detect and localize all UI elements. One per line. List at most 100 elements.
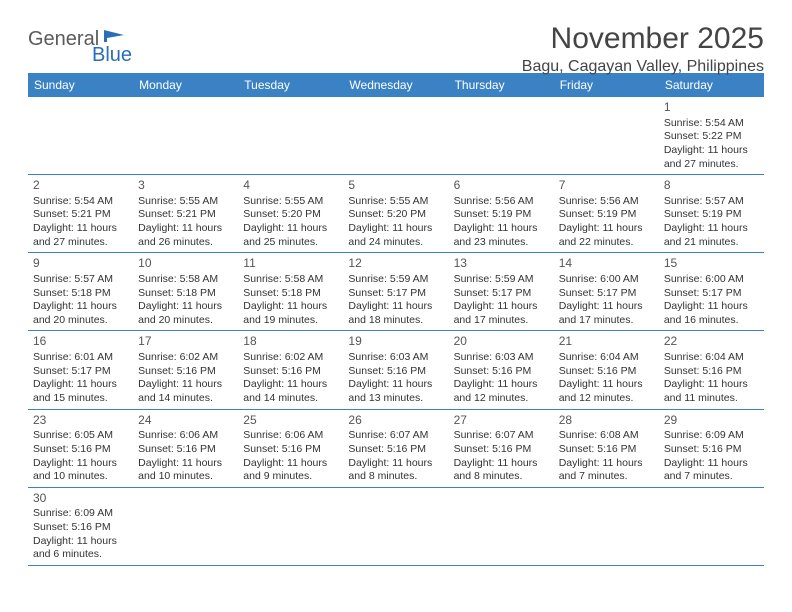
cell-text: Daylight: 11 hours [243,222,338,236]
day-number: 12 [348,256,443,272]
calendar-body: 1Sunrise: 5:54 AMSunset: 5:22 PMDaylight… [28,97,764,565]
calendar-cell: 23Sunrise: 6:05 AMSunset: 5:16 PMDayligh… [28,409,133,487]
cell-text: Sunset: 5:16 PM [243,365,338,379]
weekday-fri: Friday [554,73,659,97]
cell-text: Sunset: 5:17 PM [33,365,128,379]
calendar-cell: 20Sunrise: 6:03 AMSunset: 5:16 PMDayligh… [449,331,554,409]
cell-text: Sunrise: 5:58 AM [138,273,233,287]
calendar-cell [554,97,659,175]
day-number: 11 [243,256,338,272]
cell-text: and 20 minutes. [138,314,233,328]
cell-text: and 23 minutes. [454,236,549,250]
day-number: 16 [33,334,128,350]
cell-text: Sunset: 5:21 PM [33,208,128,222]
weekday-wed: Wednesday [343,73,448,97]
cell-text: Sunrise: 6:01 AM [33,351,128,365]
day-number: 17 [138,334,233,350]
cell-text: and 27 minutes. [664,158,759,172]
cell-text: Sunrise: 5:58 AM [243,273,338,287]
calendar-page: General November 2025 Bagu, Cagayan Vall… [0,0,792,566]
day-number: 20 [454,334,549,350]
cell-text: Daylight: 11 hours [348,300,443,314]
cell-text: Daylight: 11 hours [243,300,338,314]
cell-text: Sunset: 5:19 PM [454,208,549,222]
cell-text: Sunset: 5:20 PM [243,208,338,222]
cell-text: Daylight: 11 hours [559,222,654,236]
calendar-cell: 11Sunrise: 5:58 AMSunset: 5:18 PMDayligh… [238,253,343,331]
cell-text: and 21 minutes. [664,236,759,250]
cell-text: Sunrise: 5:57 AM [664,195,759,209]
cell-text: Sunset: 5:18 PM [33,287,128,301]
cell-text: Daylight: 11 hours [33,300,128,314]
cell-text: and 16 minutes. [664,314,759,328]
cell-text: and 24 minutes. [348,236,443,250]
calendar-row: 30Sunrise: 6:09 AMSunset: 5:16 PMDayligh… [28,487,764,565]
cell-text: and 10 minutes. [138,470,233,484]
cell-text: Sunrise: 6:06 AM [243,429,338,443]
cell-text: and 18 minutes. [348,314,443,328]
cell-text: Daylight: 11 hours [664,300,759,314]
day-number: 25 [243,413,338,429]
location: Bagu, Cagayan Valley, Philippines [522,58,764,76]
cell-text: Daylight: 11 hours [33,222,128,236]
logo-text-general: General [28,28,99,51]
cell-text: Sunset: 5:19 PM [559,208,654,222]
cell-text: Daylight: 11 hours [348,457,443,471]
cell-text: Sunset: 5:16 PM [664,443,759,457]
cell-text: Sunset: 5:16 PM [348,443,443,457]
cell-text: Daylight: 11 hours [138,457,233,471]
cell-text: Sunrise: 5:56 AM [559,195,654,209]
calendar-cell [659,487,764,565]
day-number: 5 [348,178,443,194]
calendar-cell [238,487,343,565]
cell-text: Sunset: 5:16 PM [454,443,549,457]
calendar-cell [238,97,343,175]
cell-text: Sunrise: 5:55 AM [348,195,443,209]
cell-text: Sunset: 5:16 PM [243,443,338,457]
day-number: 24 [138,413,233,429]
day-number: 6 [454,178,549,194]
day-number: 27 [454,413,549,429]
day-number: 10 [138,256,233,272]
cell-text: Daylight: 11 hours [454,222,549,236]
cell-text: Daylight: 11 hours [664,144,759,158]
day-number: 3 [138,178,233,194]
cell-text: Daylight: 11 hours [33,378,128,392]
calendar-row: 2Sunrise: 5:54 AMSunset: 5:21 PMDaylight… [28,175,764,253]
cell-text: Sunrise: 5:57 AM [33,273,128,287]
cell-text: Daylight: 11 hours [664,222,759,236]
cell-text: Daylight: 11 hours [138,300,233,314]
cell-text: Daylight: 11 hours [664,378,759,392]
calendar-cell: 21Sunrise: 6:04 AMSunset: 5:16 PMDayligh… [554,331,659,409]
cell-text: and 9 minutes. [243,470,338,484]
weekday-mon: Monday [133,73,238,97]
cell-text: Sunrise: 6:03 AM [454,351,549,365]
cell-text: and 22 minutes. [559,236,654,250]
cell-text: and 15 minutes. [33,392,128,406]
cell-text: Sunrise: 5:54 AM [664,117,759,131]
cell-text: Sunrise: 6:07 AM [454,429,549,443]
cell-text: Daylight: 11 hours [454,300,549,314]
calendar-cell: 2Sunrise: 5:54 AMSunset: 5:21 PMDaylight… [28,175,133,253]
calendar-cell: 30Sunrise: 6:09 AMSunset: 5:16 PMDayligh… [28,487,133,565]
calendar-cell: 25Sunrise: 6:06 AMSunset: 5:16 PMDayligh… [238,409,343,487]
calendar-cell: 9Sunrise: 5:57 AMSunset: 5:18 PMDaylight… [28,253,133,331]
cell-text: Daylight: 11 hours [348,378,443,392]
calendar-cell [449,487,554,565]
cell-text: Daylight: 11 hours [33,457,128,471]
day-number: 28 [559,413,654,429]
calendar-cell: 18Sunrise: 6:02 AMSunset: 5:16 PMDayligh… [238,331,343,409]
cell-text: Sunset: 5:16 PM [33,521,128,535]
cell-text: and 14 minutes. [243,392,338,406]
cell-text: Sunrise: 6:09 AM [33,507,128,521]
calendar-cell: 12Sunrise: 5:59 AMSunset: 5:17 PMDayligh… [343,253,448,331]
cell-text: Daylight: 11 hours [454,457,549,471]
cell-text: and 17 minutes. [454,314,549,328]
cell-text: Daylight: 11 hours [559,378,654,392]
calendar-cell: 5Sunrise: 5:55 AMSunset: 5:20 PMDaylight… [343,175,448,253]
cell-text: and 8 minutes. [454,470,549,484]
cell-text: Sunset: 5:16 PM [138,443,233,457]
cell-text: Daylight: 11 hours [138,378,233,392]
calendar-cell: 8Sunrise: 5:57 AMSunset: 5:19 PMDaylight… [659,175,764,253]
cell-text: Sunset: 5:19 PM [664,208,759,222]
